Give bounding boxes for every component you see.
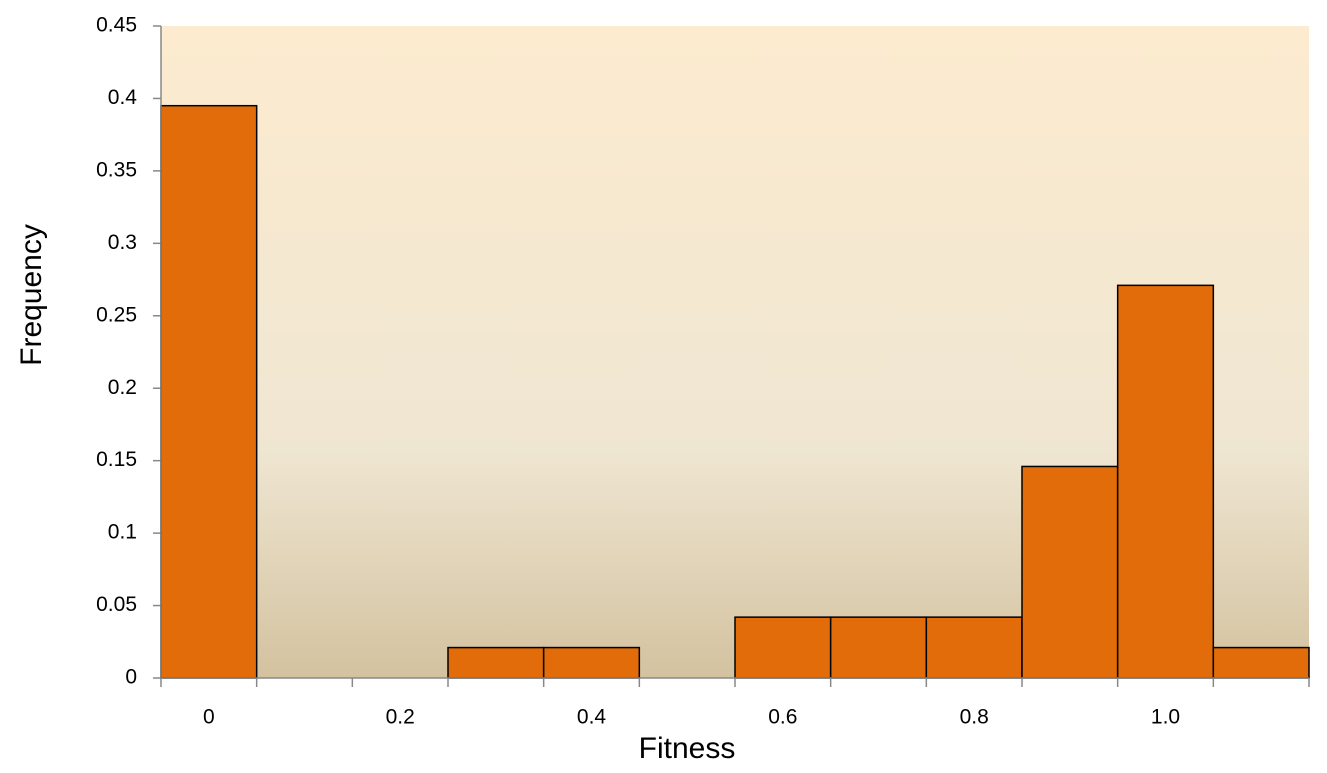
y-axis-title: Frequency	[15, 224, 48, 366]
x-tick-label: 0.8	[960, 706, 989, 729]
y-tick-label: 0.4	[108, 86, 138, 109]
bar	[1116, 284, 1215, 679]
y-tick-label: 0.1	[108, 521, 137, 544]
y-tick-label: 0	[125, 666, 137, 689]
x-tick-label: 0	[203, 706, 215, 729]
x-tick-label: 0.2	[386, 706, 415, 729]
bar	[542, 646, 641, 679]
y-tick-label: 0.3	[108, 231, 137, 254]
bar	[925, 616, 1023, 679]
y-tick-label: 0.05	[96, 593, 137, 616]
bar	[829, 616, 928, 679]
y-tick-label: 0.45	[96, 14, 137, 37]
bar	[1212, 646, 1310, 679]
bar	[734, 616, 832, 679]
x-tick-label: 0.6	[768, 706, 797, 729]
y-tick-label: 0.2	[108, 376, 137, 399]
x-axis-title: Fitness	[639, 732, 736, 765]
bar	[447, 646, 545, 679]
x-tick-label: 0.4	[577, 706, 607, 729]
x-tick-label: 1.0	[1151, 706, 1180, 729]
y-tick-label: 0.15	[96, 448, 137, 471]
y-tick-label: 0.25	[96, 303, 137, 326]
bar	[160, 104, 258, 679]
y-tick-label: 0.35	[96, 158, 137, 181]
bar	[1021, 465, 1119, 679]
